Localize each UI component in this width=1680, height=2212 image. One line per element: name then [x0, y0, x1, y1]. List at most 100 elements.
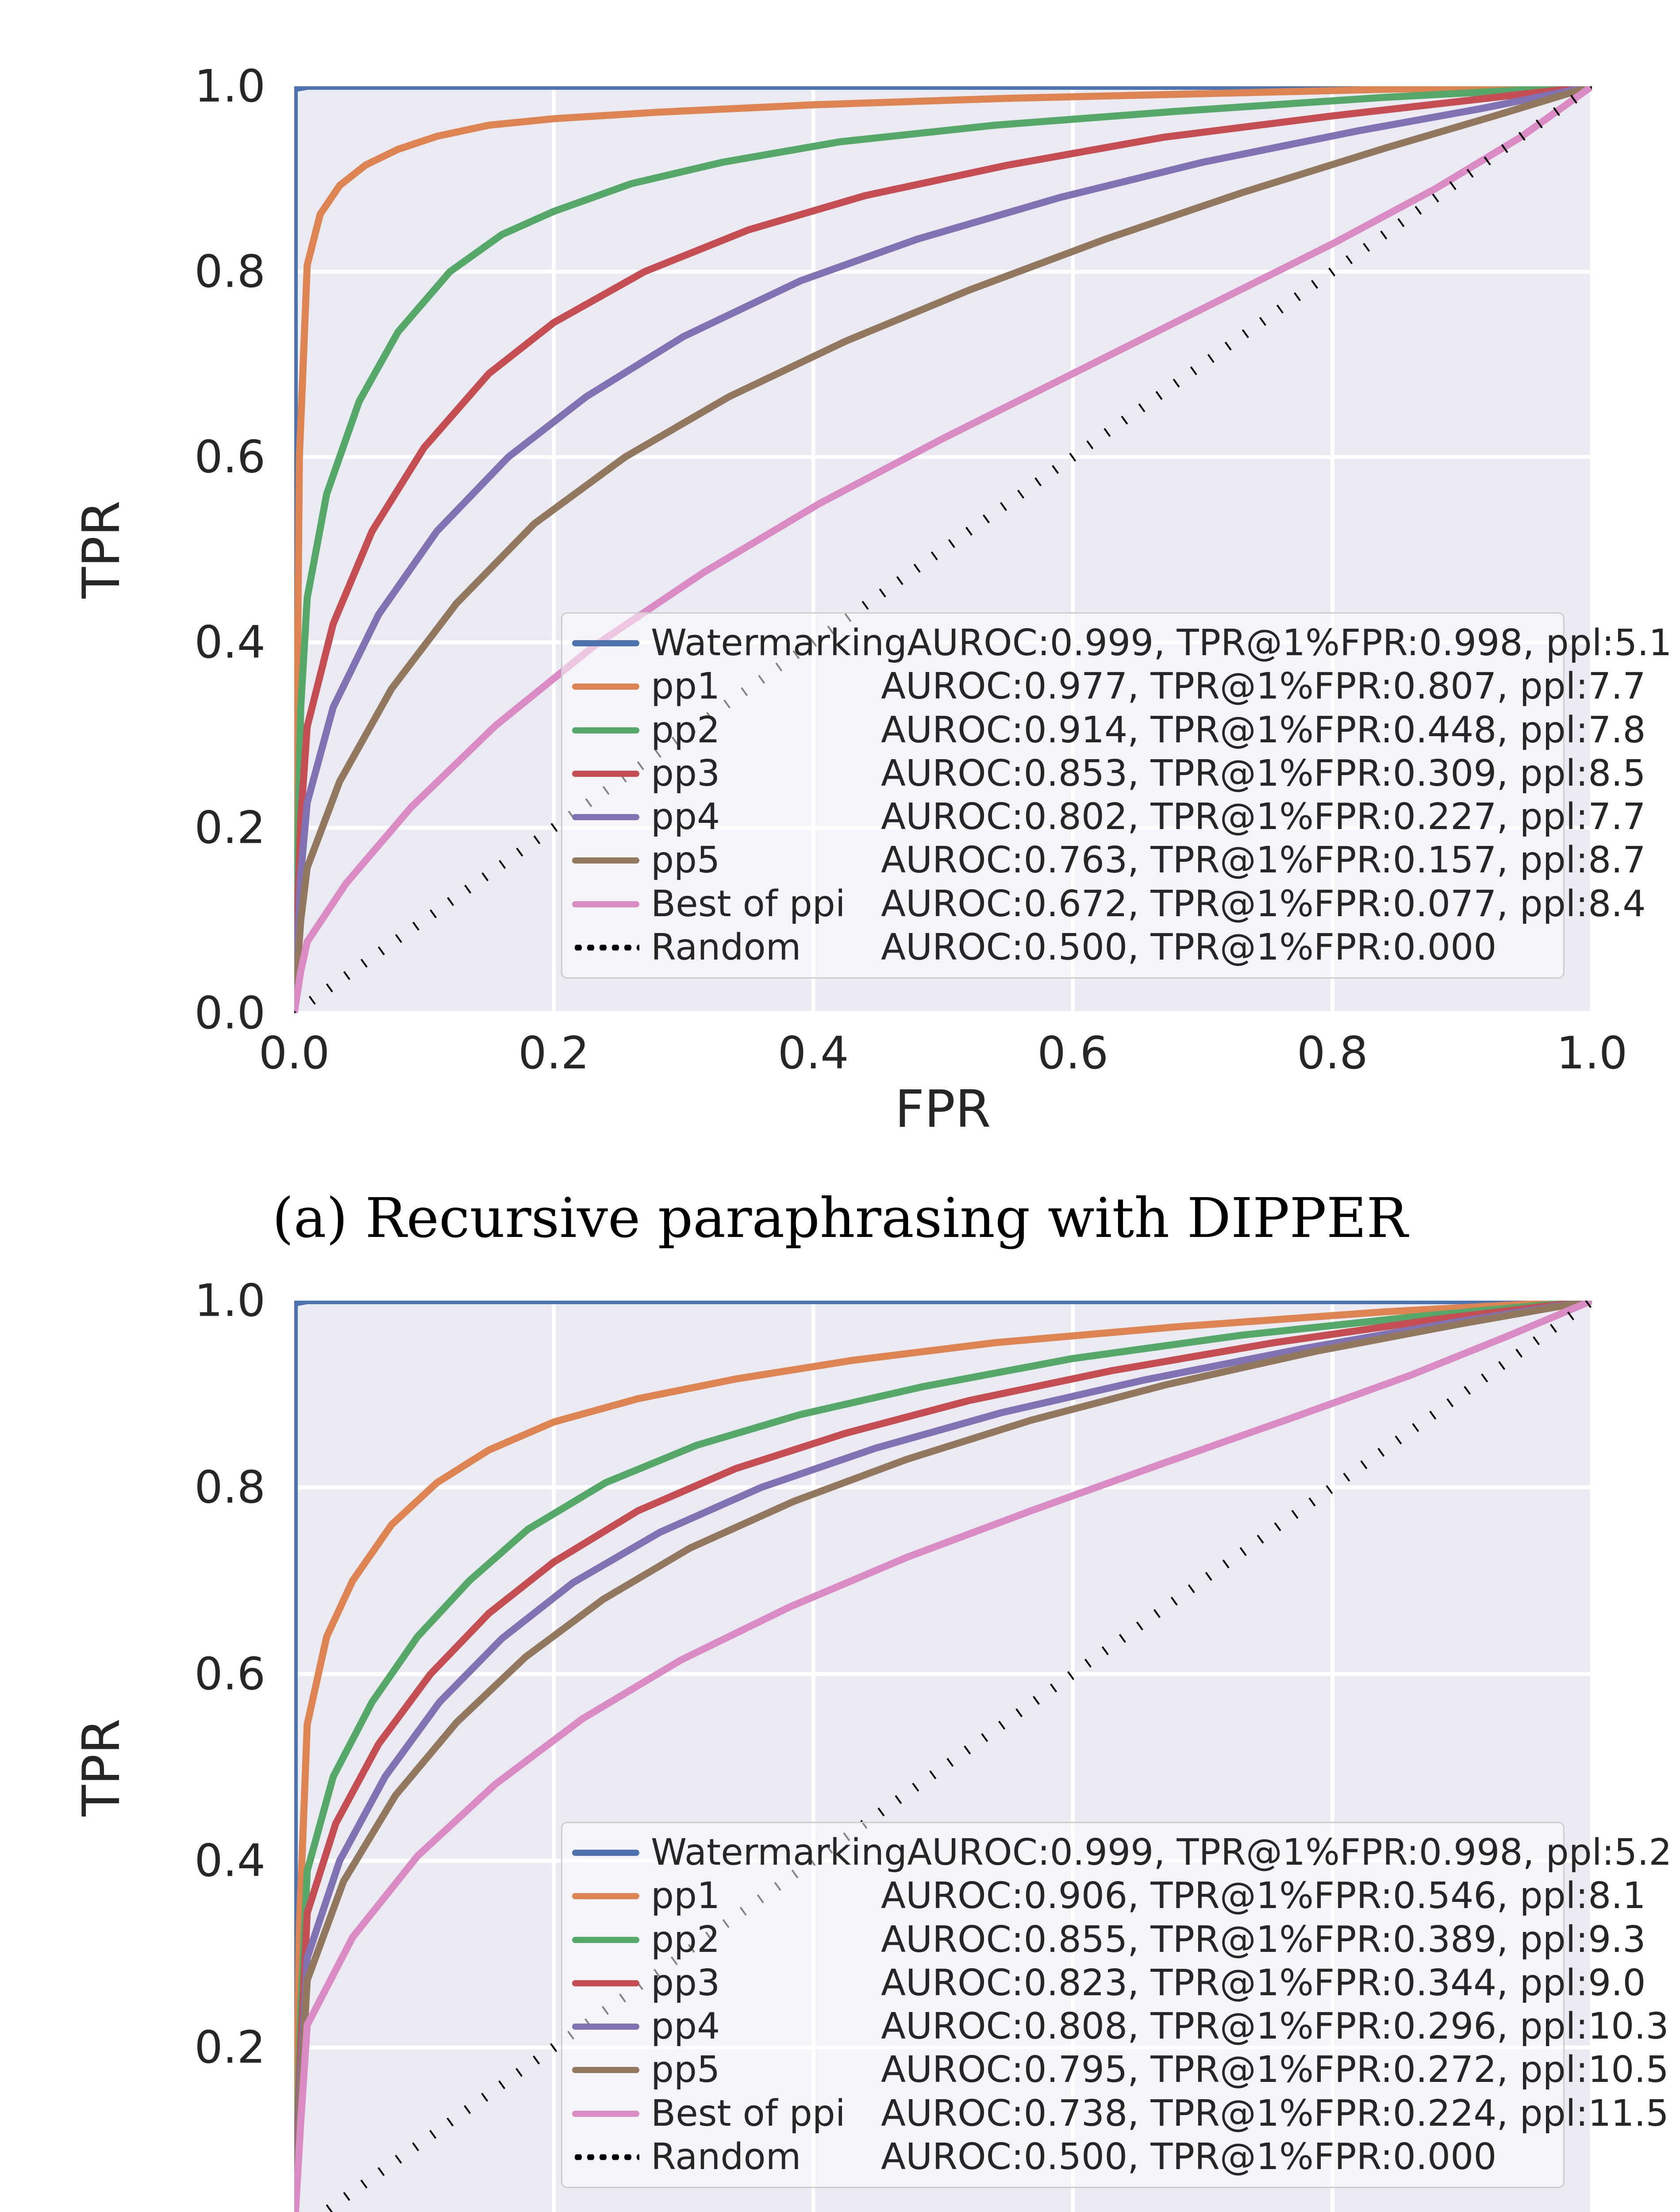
legend-line-icon — [572, 901, 639, 907]
roc-curve-pp5 — [294, 1301, 1592, 2212]
x-axis-label-a: FPR — [895, 1079, 991, 1139]
legend-swatch-best-of-ppi-icon — [572, 2092, 639, 2135]
y-tick-label: 0.6 — [194, 430, 265, 483]
legend-series-name: pp4 — [651, 796, 720, 838]
legend-series-name: Random — [651, 2135, 801, 2178]
legend-line-icon — [572, 684, 639, 690]
legend-swatch-pp1-icon — [572, 1874, 639, 1918]
legend-row[interactable]: pp1 AUROC:0.977, TPR@1%FPR:0.807, ppl:7.7 — [572, 665, 1646, 708]
legend-row[interactable]: pp3 AUROC:0.823, TPR@1%FPR:0.344, ppl:9.0 — [572, 1962, 1646, 2005]
legend-series-name: pp1 — [651, 1875, 720, 1917]
x-tick-label: 0.6 — [1037, 1027, 1109, 1079]
legend-line-icon — [572, 640, 639, 646]
legend-row[interactable]: Watermarking AUROC:0.999, TPR@1%FPR:0.998… — [572, 622, 1672, 665]
legend-swatch-pp2-icon — [572, 1918, 639, 1962]
legend-series-name: pp1 — [651, 665, 720, 708]
legend-series-stats: AUROC:0.500, TPR@1%FPR:0.000 — [881, 2135, 1497, 2178]
legend-swatch-pp5-icon — [572, 2048, 639, 2092]
legend-row[interactable]: Best of ppi AUROC:0.738, TPR@1%FPR:0.224,… — [572, 2092, 1669, 2135]
y-tick-label: 0.0 — [194, 987, 265, 1039]
legend-swatch-pp3-icon — [572, 1962, 639, 2005]
legend-swatch-pp5-icon — [572, 839, 639, 882]
legend-series-name: Watermarking — [651, 1832, 907, 1874]
legend-series-stats: AUROC:0.914, TPR@1%FPR:0.448, ppl:7.8 — [881, 709, 1646, 751]
legend-line-icon — [572, 945, 639, 951]
legend-series-name: pp3 — [651, 752, 720, 795]
roc-curve-pp4 — [294, 1301, 1592, 2212]
legend-a[interactable]: Watermarking AUROC:0.999, TPR@1%FPR:0.998… — [561, 612, 1672, 979]
legend-row[interactable]: pp4 AUROC:0.808, TPR@1%FPR:0.296, ppl:10.… — [572, 2005, 1669, 2048]
legend-swatch-pp4-icon — [572, 795, 639, 839]
legend-row[interactable]: pp4 AUROC:0.802, TPR@1%FPR:0.227, ppl:7.7 — [572, 795, 1646, 839]
legend-swatch-pp1-icon — [572, 665, 639, 708]
legend-row[interactable]: pp2 AUROC:0.914, TPR@1%FPR:0.448, ppl:7.8 — [572, 709, 1646, 752]
legend-line-icon — [572, 2024, 639, 2030]
legend-series-name: Random — [651, 926, 801, 968]
y-tick-label: 1.0 — [194, 1274, 265, 1327]
legend-series-name: pp4 — [651, 2005, 720, 2048]
y-tick-label: 1.0 — [194, 60, 265, 112]
roc-curve-best-of-ppi — [294, 1301, 1592, 2212]
legend-series-stats: AUROC:0.999, TPR@1%FPR:0.998, ppl:5.2 — [907, 1832, 1672, 1874]
legend-series-stats: AUROC:0.855, TPR@1%FPR:0.389, ppl:9.3 — [881, 1918, 1646, 1961]
y-tick-label: 0.8 — [194, 245, 265, 298]
panel-a: 0.0 0.2 0.4 0.6 0.8 1.0 0.0 0.2 0.4 0.6 0.8 1.0 TP… — [72, 60, 1672, 1246]
legend-swatch-watermarking-icon — [572, 1831, 639, 1874]
y-tick-label: 0.4 — [194, 1834, 265, 1887]
y-tick-label: 0.4 — [194, 616, 265, 668]
legend-series-stats: AUROC:0.672, TPR@1%FPR:0.077, ppl:8.4 — [881, 883, 1646, 925]
legend-line-icon — [572, 1936, 639, 1943]
y-tick-label: 0.2 — [194, 801, 265, 854]
legend-row[interactable]: Random AUROC:0.500, TPR@1%FPR:0.000 — [572, 926, 1552, 969]
y-axis-label-b: TPR — [72, 1718, 131, 1816]
legend-row[interactable]: pp5 AUROC:0.795, TPR@1%FPR:0.272, ppl:10.… — [572, 2048, 1669, 2092]
roc-curve-pp3 — [294, 86, 1592, 1013]
legend-series-stats: AUROC:0.823, TPR@1%FPR:0.344, ppl:9.0 — [881, 1962, 1646, 2004]
x-tick-label: 0.0 — [258, 1027, 330, 1079]
legend-row[interactable]: pp3 AUROC:0.853, TPR@1%FPR:0.309, ppl:8.5 — [572, 752, 1646, 795]
legend-line-icon — [572, 1893, 639, 1900]
roc-curve-watermarking — [294, 1301, 1592, 2212]
legend-line-icon — [572, 2110, 639, 2117]
legend-line-icon — [572, 1980, 639, 1986]
roc-curve-pp1 — [294, 86, 1592, 1013]
legend-row[interactable]: pp2 AUROC:0.855, TPR@1%FPR:0.389, ppl:9.3 — [572, 1918, 1646, 1962]
roc-curve-best-of-ppi — [294, 86, 1592, 1013]
legend-swatch-best-of-ppi-icon — [572, 883, 639, 926]
roc-curves-a — [294, 86, 1592, 1013]
legend-row[interactable]: Random AUROC:0.500, TPR@1%FPR:0.000 — [572, 2135, 1552, 2179]
legend-series-stats: AUROC:0.763, TPR@1%FPR:0.157, ppl:8.7 — [881, 839, 1646, 882]
legend-row[interactable]: Watermarking AUROC:0.999, TPR@1%FPR:0.998… — [572, 1831, 1672, 1874]
roc-curve-watermarking — [294, 86, 1592, 1013]
legend-b[interactable]: Watermarking AUROC:0.999, TPR@1%FPR:0.998… — [561, 1822, 1672, 2188]
legend-series-stats: AUROC:0.738, TPR@1%FPR:0.224, ppl:11.5 — [881, 2092, 1669, 2135]
roc-curve-pp4 — [294, 86, 1592, 1013]
legend-swatch-pp2-icon — [572, 709, 639, 752]
legend-line-icon — [572, 2154, 639, 2160]
legend-series-name: pp3 — [651, 1962, 720, 2004]
roc-curve-pp2 — [294, 86, 1592, 1013]
legend-line-icon — [572, 2067, 639, 2074]
legend-line-icon — [572, 814, 639, 821]
legend-series-stats: AUROC:0.906, TPR@1%FPR:0.546, ppl:8.1 — [881, 1875, 1646, 1917]
legend-row[interactable]: pp1 AUROC:0.906, TPR@1%FPR:0.546, ppl:8.1 — [572, 1874, 1646, 1918]
legend-line-icon — [572, 1850, 639, 1856]
legend-swatch-pp4-icon — [572, 2005, 639, 2048]
legend-series-stats: AUROC:0.500, TPR@1%FPR:0.000 — [881, 926, 1497, 968]
legend-series-name: pp5 — [651, 839, 720, 882]
legend-series-name: pp2 — [651, 709, 720, 751]
legend-row[interactable]: pp5 AUROC:0.763, TPR@1%FPR:0.157, ppl:8.7 — [572, 839, 1646, 882]
legend-swatch-random-icon — [572, 926, 639, 969]
legend-series-stats: AUROC:0.999, TPR@1%FPR:0.998, ppl:5.1 — [907, 622, 1672, 664]
x-tick-label: 0.8 — [1297, 1027, 1368, 1079]
legend-swatch-watermarking-icon — [572, 622, 639, 665]
legend-row[interactable]: Best of ppi AUROC:0.672, TPR@1%FPR:0.077,… — [572, 883, 1646, 926]
legend-series-name: Best of ppi — [651, 883, 846, 925]
legend-line-icon — [572, 857, 639, 864]
roc-curve-pp1 — [294, 1301, 1592, 2212]
y-tick-label: 0.2 — [194, 2021, 265, 2074]
legend-series-stats: AUROC:0.808, TPR@1%FPR:0.296, ppl:10.3 — [881, 2005, 1669, 2048]
legend-swatch-random-icon — [572, 2135, 639, 2179]
